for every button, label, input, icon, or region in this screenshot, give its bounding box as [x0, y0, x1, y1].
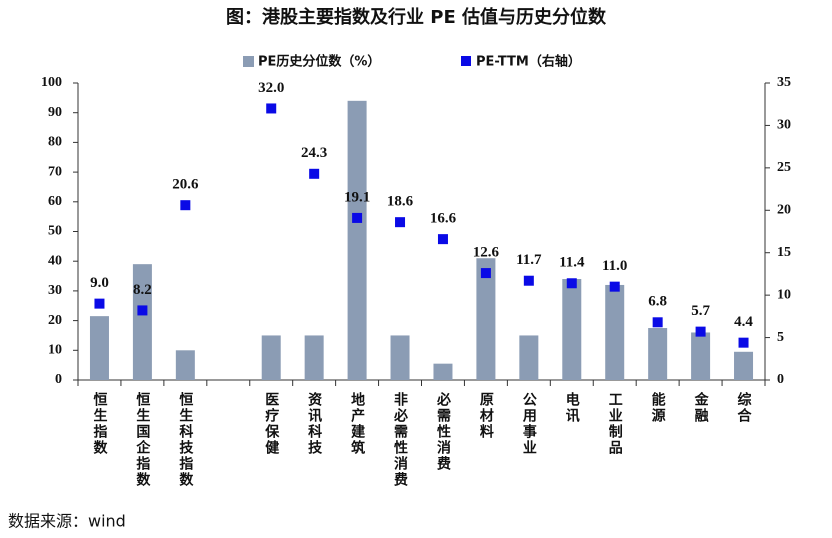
value-label: 8.2: [133, 282, 152, 298]
point: [523, 275, 534, 286]
y-tick-label: 0: [55, 372, 62, 387]
y-tick-label: 10: [48, 343, 62, 358]
point: [266, 103, 277, 114]
value-label: 32.0: [258, 80, 284, 96]
bar: [734, 351, 754, 380]
y-tick-label: 80: [48, 135, 62, 150]
bar: [476, 258, 496, 380]
y-tick-label: 30: [48, 283, 62, 298]
y-tick-label: 100: [41, 75, 62, 90]
bar: [648, 328, 668, 380]
x-tick-label: 能源: [650, 391, 666, 424]
value-label: 12.6: [473, 245, 500, 261]
value-label: 11.7: [516, 252, 542, 268]
chart-title: 图：港股主要指数及行业 PE 估值与历史分位数: [226, 6, 607, 28]
point: [94, 298, 105, 309]
value-label: 11.4: [559, 255, 585, 271]
x-tick-label: 电讯: [564, 391, 580, 424]
bar: [519, 335, 539, 380]
bar: [347, 100, 367, 380]
point: [480, 268, 491, 279]
point: [609, 281, 620, 292]
bar: [691, 332, 711, 380]
y2-tick-label: 20: [777, 203, 791, 218]
bar: [605, 284, 625, 380]
point: [566, 278, 577, 289]
legend-label: PE历史分位数（%）: [258, 54, 380, 70]
point: [738, 337, 749, 348]
bar: [390, 335, 410, 380]
y-tick-label: 40: [48, 253, 62, 268]
source: 数据来源：wind: [8, 512, 126, 531]
y-tick-label: 90: [48, 105, 62, 120]
bar: [261, 335, 281, 380]
y2-tick-label: 15: [777, 245, 791, 260]
x-tick-label: 恒生指数: [91, 391, 107, 456]
point: [695, 326, 706, 337]
x-tick-label: 恒生国企指数: [134, 391, 151, 488]
value-label: 11.0: [602, 258, 627, 274]
bar: [562, 279, 582, 380]
bar: [433, 363, 453, 380]
bar: [175, 350, 195, 380]
y2-tick-label: 0: [777, 372, 784, 387]
x-tick-label: 工业制品: [607, 392, 623, 456]
y2-tick-label: 30: [777, 118, 791, 133]
x-tick-label: 金融: [693, 391, 710, 424]
bar: [89, 316, 109, 380]
y-tick-label: 60: [48, 194, 62, 209]
x-tick-label: 地产建筑: [349, 391, 365, 456]
point: [352, 212, 363, 223]
point: [652, 317, 663, 328]
x-tick-label: 恒生科技指数: [177, 391, 193, 488]
y-tick-label: 20: [48, 313, 62, 328]
y-tick-label: 70: [48, 164, 62, 179]
point: [180, 200, 191, 211]
value-label: 5.7: [691, 303, 710, 319]
x-tick-label: 综合: [736, 391, 752, 424]
value-label: 18.6: [387, 194, 414, 210]
point: [309, 168, 320, 179]
x-tick-label: 资讯科技: [306, 391, 322, 456]
y2-tick-label: 5: [777, 330, 784, 345]
point: [137, 305, 148, 316]
x-tick-label: 医疗保健: [263, 392, 280, 456]
bar: [132, 264, 152, 380]
value-label: 19.1: [344, 189, 370, 205]
value-label: 16.6: [430, 211, 457, 227]
point: [395, 217, 406, 228]
x-tick-label: 原材料: [478, 392, 494, 440]
legend-swatch: [243, 56, 254, 67]
y2-tick-label: 10: [777, 287, 791, 302]
x-tick-label: 非必需性消费: [392, 391, 409, 488]
value-label: 24.3: [301, 145, 327, 161]
legend-label: PE-TTM（右轴）: [476, 54, 581, 70]
legend-swatch: [461, 56, 471, 66]
x-tick-label: 公用事业: [521, 392, 537, 456]
value-label: 4.4: [734, 314, 753, 330]
x-tick-label: 必需性消费: [435, 391, 452, 472]
y-tick-label: 50: [48, 224, 62, 239]
value-label: 6.8: [648, 294, 667, 310]
point: [437, 234, 448, 245]
bar: [304, 335, 324, 380]
y2-tick-label: 25: [777, 160, 791, 175]
value-label: 9.0: [90, 275, 109, 291]
y2-tick-label: 35: [777, 75, 791, 90]
value-label: 20.6: [172, 177, 199, 193]
